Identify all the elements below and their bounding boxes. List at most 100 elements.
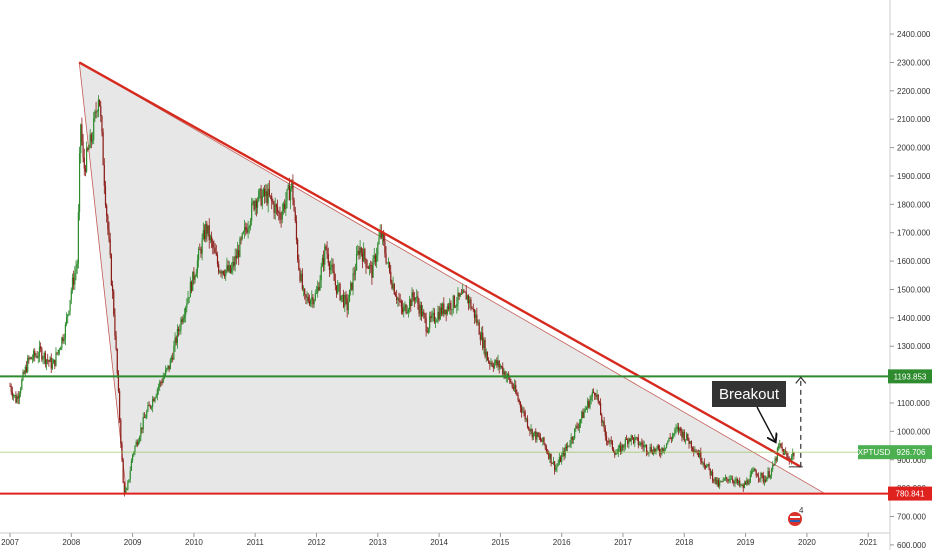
candle-body (473, 309, 476, 318)
events-flag-icon[interactable]: 4 (788, 506, 804, 526)
candle-body (253, 201, 255, 210)
candle-body (294, 211, 296, 222)
candle-body (451, 309, 453, 311)
price-tick-label: 1400.000 (897, 314, 931, 323)
candle-body (269, 195, 272, 197)
support-price-value: 780.841 (896, 490, 925, 499)
candle-body (643, 445, 645, 448)
candle-body (600, 403, 602, 416)
candle-body (709, 468, 711, 476)
candle-body (378, 238, 380, 244)
candle-body (231, 267, 233, 273)
candle-body (91, 139, 94, 142)
time-tick-label: 2007 (1, 538, 19, 547)
candle-body (723, 478, 725, 480)
candle-body (28, 357, 30, 359)
candle-body (536, 432, 538, 440)
candle-body (721, 481, 723, 483)
time-tick-label: 2012 (308, 538, 326, 547)
candle-body (117, 373, 120, 392)
candle-body (18, 393, 21, 399)
candle-body (499, 366, 501, 368)
candle-body (156, 389, 158, 396)
candle-body (15, 395, 17, 403)
candle-body (14, 395, 16, 396)
candle-body (762, 475, 764, 482)
candle-body (505, 376, 507, 379)
candle-body (701, 461, 703, 464)
candle-body (86, 148, 88, 172)
candle-body (564, 446, 566, 457)
candle-body (351, 282, 353, 290)
candle-body (734, 480, 736, 484)
candle-body (120, 420, 122, 444)
candle-body (763, 479, 766, 482)
candle-body (377, 243, 379, 256)
time-tick-label: 2018 (675, 538, 693, 547)
candle-body (221, 271, 223, 274)
candle-body (647, 452, 649, 454)
time-tick-label: 2017 (614, 538, 632, 547)
candle-body (748, 483, 750, 484)
candle-body (533, 431, 536, 433)
candle-body (615, 453, 617, 455)
time-tick-label: 2019 (737, 538, 755, 547)
candle-body (570, 437, 572, 445)
candle-body (190, 281, 193, 291)
candle-body (412, 292, 414, 298)
candle-body (710, 471, 713, 476)
candle-body (610, 440, 612, 442)
candle-body (279, 212, 281, 219)
candle-body (526, 418, 529, 427)
candle-body (299, 269, 301, 281)
candle-body (335, 285, 338, 294)
candle-body (50, 357, 52, 369)
candle-body (558, 457, 560, 464)
candle-body (333, 271, 335, 281)
candle-body (571, 437, 573, 440)
candle-body (449, 302, 451, 310)
candle-body (102, 132, 104, 166)
candle-body (410, 299, 412, 306)
candle-body (70, 290, 72, 301)
candle-body (488, 360, 490, 363)
candle-body (678, 427, 681, 431)
candle-body (411, 292, 413, 306)
candle-body (686, 433, 688, 440)
candle-body (742, 485, 744, 489)
candle-body (327, 253, 329, 264)
candle-body (315, 292, 318, 294)
candle-body (470, 299, 472, 309)
candle-body (32, 350, 35, 359)
price-tick-label: 1500.000 (897, 285, 931, 294)
price-tick-label: 900.000 (897, 456, 926, 465)
candle-body (766, 477, 768, 482)
candle-body (478, 322, 480, 335)
candle-body (602, 421, 604, 423)
candle-body (559, 457, 562, 462)
time-axis: 2007 2008 2009 2010 2011 2012 2013 2014 2015 2016… (1, 533, 878, 547)
projection-arrow-icon (795, 376, 807, 384)
candle-body (93, 118, 95, 140)
candle-body (403, 307, 405, 313)
candle-body (154, 397, 156, 402)
candle-body (65, 316, 68, 325)
candle-body (200, 249, 202, 254)
candle-body (391, 282, 393, 289)
candle-body (11, 391, 13, 397)
candle-body (769, 475, 771, 478)
candle-body (642, 444, 644, 448)
candle-body (637, 437, 639, 445)
candle-body (756, 475, 758, 477)
breakout-label: Breakout (719, 386, 780, 403)
candle-body (457, 292, 459, 304)
candle-body (111, 285, 114, 292)
candle-body (216, 255, 219, 265)
candle-body (704, 465, 707, 468)
candle-body (136, 441, 138, 445)
candle-body (424, 314, 426, 319)
candle-body (616, 453, 618, 455)
candle-body (584, 409, 586, 412)
candle-body (144, 417, 147, 419)
candle-body (390, 271, 392, 283)
